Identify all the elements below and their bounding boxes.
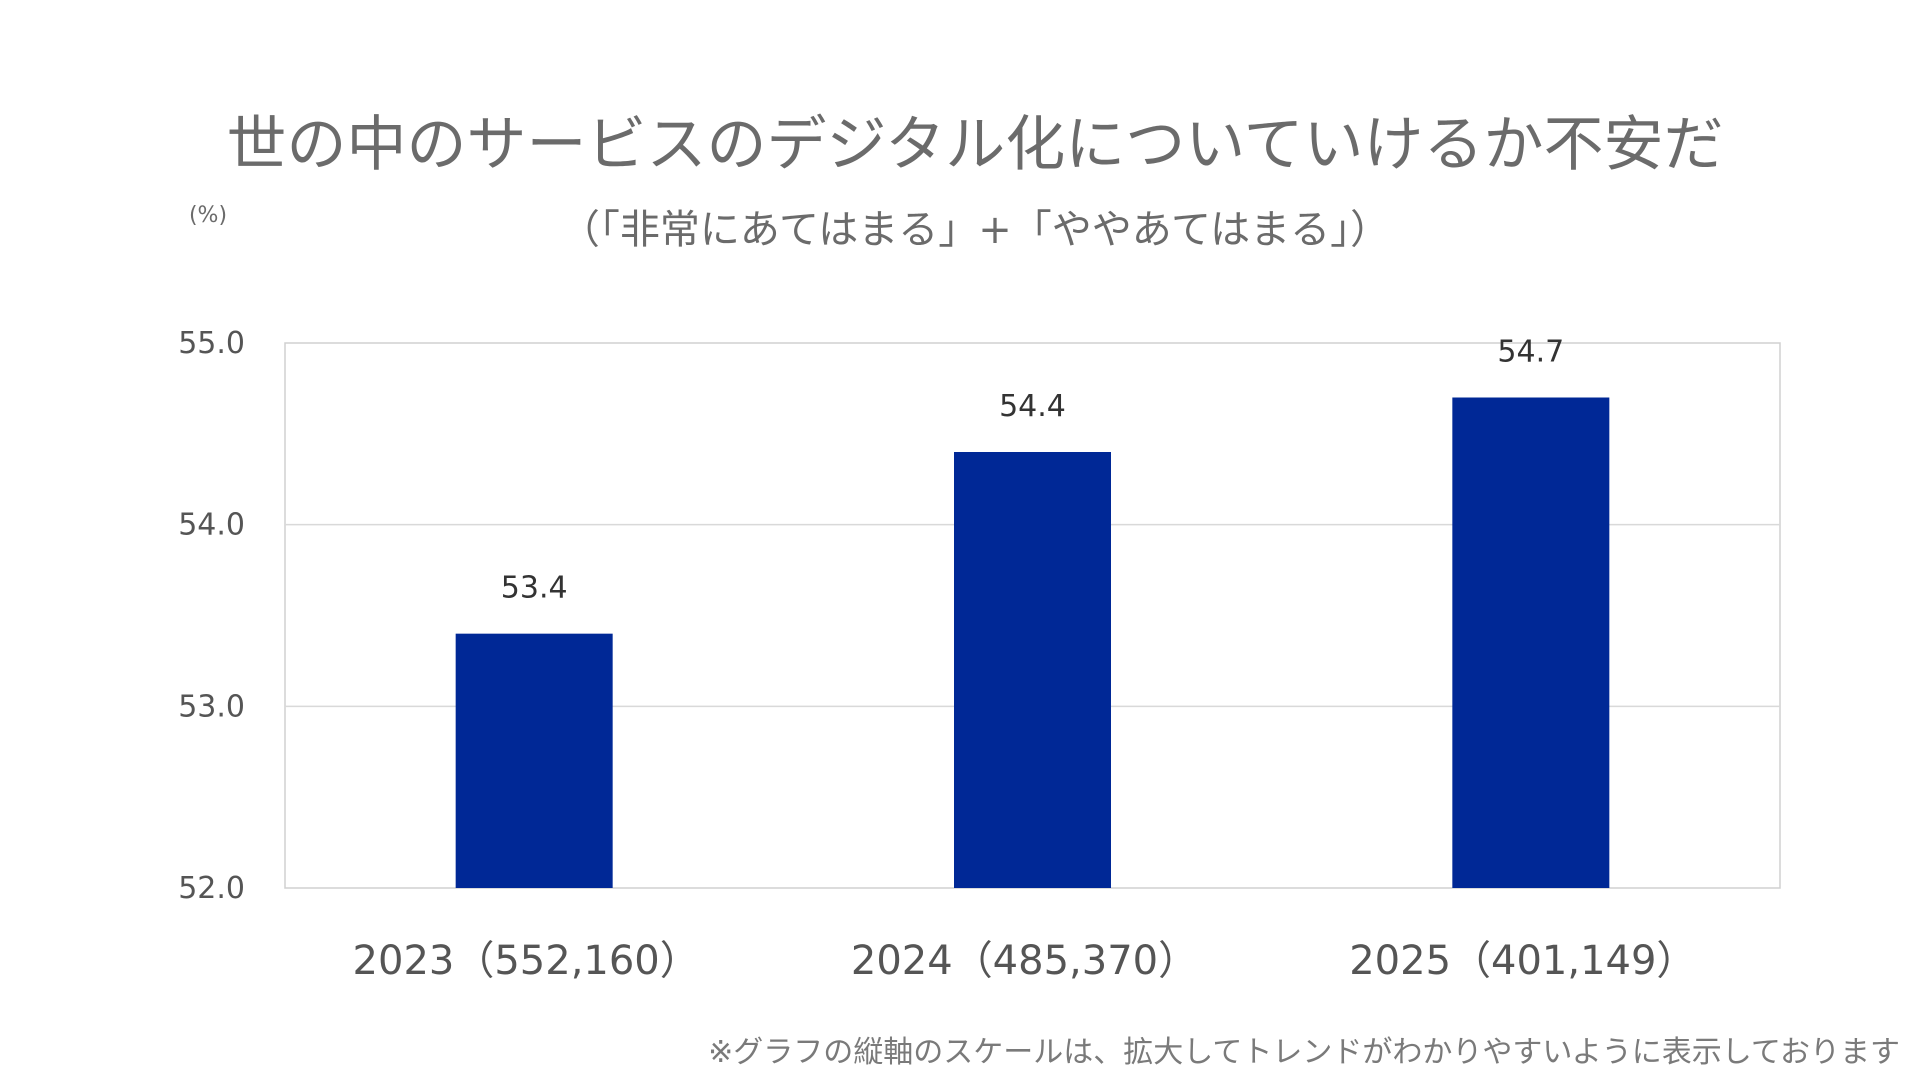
bars-group	[455, 397, 1610, 888]
y-tick-label: 52.0	[178, 871, 245, 906]
y-tick-label: 54.0	[178, 508, 245, 543]
y-axis-ticks: 52.0 53.0 54.0 55.0	[178, 326, 245, 906]
y-tick-label: 53.0	[178, 689, 245, 724]
data-label: 54.4	[999, 389, 1066, 424]
footnote: ※グラフの縦軸のスケールは、拡大してトレンドがわかりやすいように表示しております	[708, 1035, 1900, 1070]
x-tick-label: 2024（485,370）	[851, 938, 1198, 984]
y-axis-unit: (%)	[189, 203, 227, 228]
bar	[954, 452, 1111, 888]
data-labels-group: 53.4 54.4 54.7	[501, 335, 1564, 606]
x-tick-label: 2025（401,149）	[1349, 938, 1696, 984]
data-label: 53.4	[501, 571, 568, 606]
chart-subtitle: （「非常にあてはまる」+「ややあてはまる」）	[560, 207, 1390, 253]
y-tick-label: 55.0	[178, 326, 245, 361]
data-label: 54.7	[1497, 335, 1564, 370]
chart-title: 世の中のサービスのデジタル化についていけるか不安だ	[227, 110, 1724, 180]
x-tick-label: 2023（552,160）	[353, 938, 700, 984]
x-axis-ticks: 2023（552,160） 2024（485,370） 2025（401,149）	[353, 938, 1697, 984]
bar	[455, 633, 613, 888]
bar	[1452, 397, 1610, 888]
